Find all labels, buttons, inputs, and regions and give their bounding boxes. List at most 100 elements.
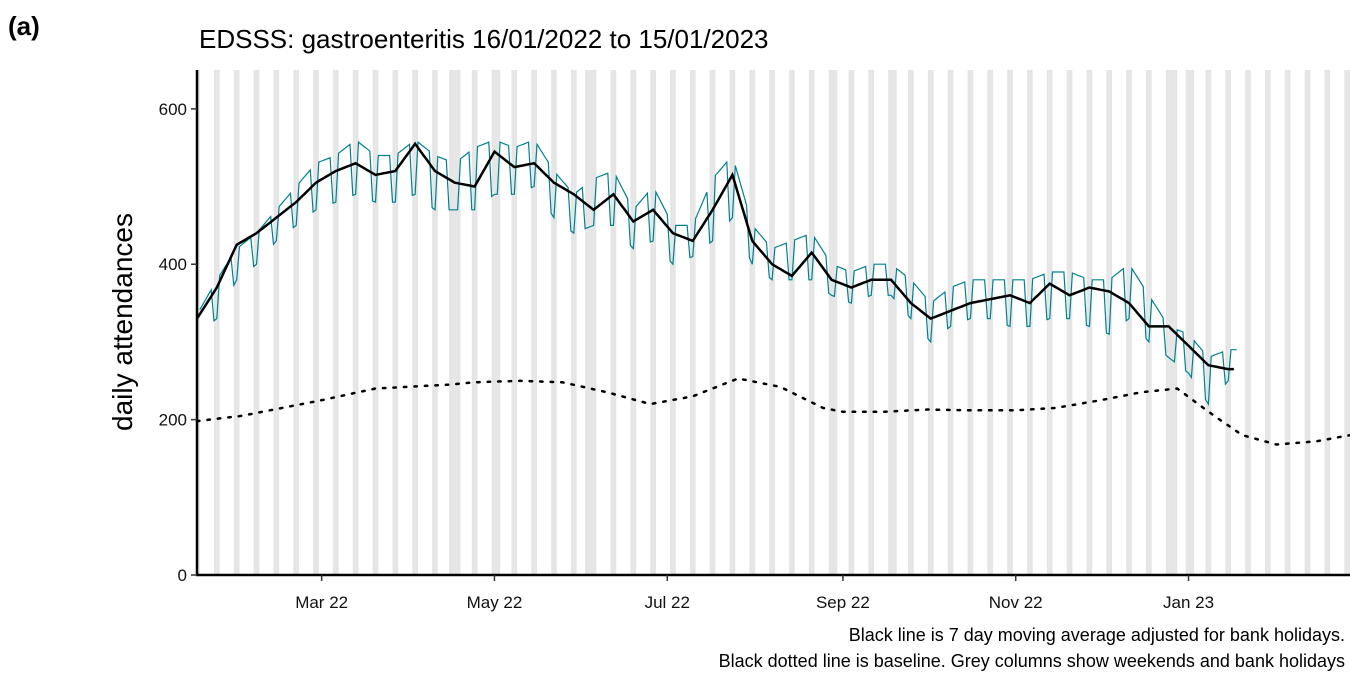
shade-column xyxy=(732,70,736,575)
x-tick-label: May 22 xyxy=(467,593,523,612)
shade-column xyxy=(633,70,637,575)
shade-column xyxy=(511,70,515,575)
shade-column xyxy=(811,70,815,575)
shade-column xyxy=(585,70,588,575)
shade-column xyxy=(313,70,316,575)
shade-column xyxy=(1248,70,1251,575)
moving-average-series xyxy=(195,141,1234,371)
shade-column xyxy=(1324,70,1328,575)
shade-column xyxy=(335,70,339,575)
shade-column xyxy=(273,70,277,575)
shade-column xyxy=(534,70,537,575)
shade-column xyxy=(449,70,452,575)
shade-column xyxy=(672,70,676,575)
shade-column xyxy=(573,70,577,575)
shade-column xyxy=(1191,70,1195,575)
shade-column xyxy=(256,70,260,575)
shade-column xyxy=(630,70,634,575)
shade-column xyxy=(831,70,835,575)
shade-column xyxy=(834,70,838,575)
shade-column xyxy=(1344,70,1348,575)
y-tick-label: 600 xyxy=(159,100,187,119)
shade-column xyxy=(457,70,461,575)
shade-column xyxy=(1208,70,1212,575)
shade-column xyxy=(1165,70,1169,575)
shade-column xyxy=(451,70,455,575)
shade-column xyxy=(1126,70,1130,575)
caption-line-1: Black line is 7 day moving average adjus… xyxy=(849,625,1345,645)
shade-column xyxy=(1287,70,1291,575)
shade-column xyxy=(1304,70,1308,575)
shade-column xyxy=(1228,70,1232,575)
shade-column xyxy=(910,70,914,575)
x-tick-label: Mar 22 xyxy=(295,593,348,612)
y-tick-label: 0 xyxy=(178,566,187,585)
shade-column xyxy=(352,70,356,575)
shade-column xyxy=(494,70,498,575)
shade-column xyxy=(276,70,280,575)
shade-column xyxy=(1265,70,1268,575)
shade-column xyxy=(1188,70,1192,575)
shade-column xyxy=(293,70,297,575)
shade-column xyxy=(471,70,475,575)
shade-column xyxy=(1327,70,1331,575)
shade-column xyxy=(434,70,438,575)
shade-column xyxy=(990,70,994,575)
shade-column xyxy=(1007,70,1011,575)
shade-column xyxy=(412,70,416,575)
shade-column xyxy=(808,70,812,575)
shade-column xyxy=(1171,70,1175,575)
shade-column xyxy=(1049,70,1053,575)
shade-column xyxy=(553,70,557,575)
baseline-line xyxy=(195,377,1350,446)
shade-column xyxy=(1109,70,1113,575)
shade-column xyxy=(1106,70,1110,575)
shade-column xyxy=(197,70,200,575)
shade-column xyxy=(749,70,753,575)
shade-column xyxy=(491,70,495,575)
y-tick-label: 400 xyxy=(159,255,187,274)
shade-column xyxy=(531,70,535,575)
shade-column xyxy=(375,70,379,575)
y-ticks: 0 200 400 600 xyxy=(159,100,197,585)
shade-column xyxy=(653,70,656,575)
shade-column xyxy=(1284,70,1288,575)
shade-column xyxy=(828,70,832,575)
shade-column xyxy=(1089,70,1093,575)
daily-attendance-line xyxy=(199,140,1237,406)
shade-column xyxy=(947,70,951,575)
shade-column xyxy=(1168,70,1172,575)
shade-column xyxy=(848,70,852,575)
shade-column xyxy=(474,70,478,575)
daily-series xyxy=(199,140,1237,406)
shade-column xyxy=(236,70,240,575)
shade-column xyxy=(950,70,954,575)
shade-column xyxy=(253,70,257,575)
shade-column xyxy=(613,70,617,575)
shade-column xyxy=(851,70,855,575)
shade-column xyxy=(893,70,897,575)
chart-title: EDSSS: gastroenteritis 16/01/2022 to 15/… xyxy=(199,24,769,54)
moving-average-line xyxy=(195,141,1234,371)
shade-column xyxy=(729,70,733,575)
shade-column xyxy=(689,70,693,575)
shade-column xyxy=(497,70,501,575)
shade-column xyxy=(772,70,775,575)
shade-column xyxy=(392,70,396,575)
weekend-shading xyxy=(197,70,1350,575)
shade-column xyxy=(1205,70,1209,575)
shade-column xyxy=(551,70,554,575)
shade-column xyxy=(769,70,773,575)
shade-column xyxy=(395,70,399,575)
shade-column xyxy=(1267,70,1271,575)
shade-column xyxy=(987,70,991,575)
x-tick-label: Jul 22 xyxy=(645,593,690,612)
shade-column xyxy=(332,70,336,575)
shade-column xyxy=(610,70,614,575)
shade-column xyxy=(570,70,574,575)
shade-column xyxy=(789,70,792,575)
shade-column xyxy=(355,70,359,575)
shade-column xyxy=(1307,70,1311,575)
shade-column xyxy=(590,70,594,575)
